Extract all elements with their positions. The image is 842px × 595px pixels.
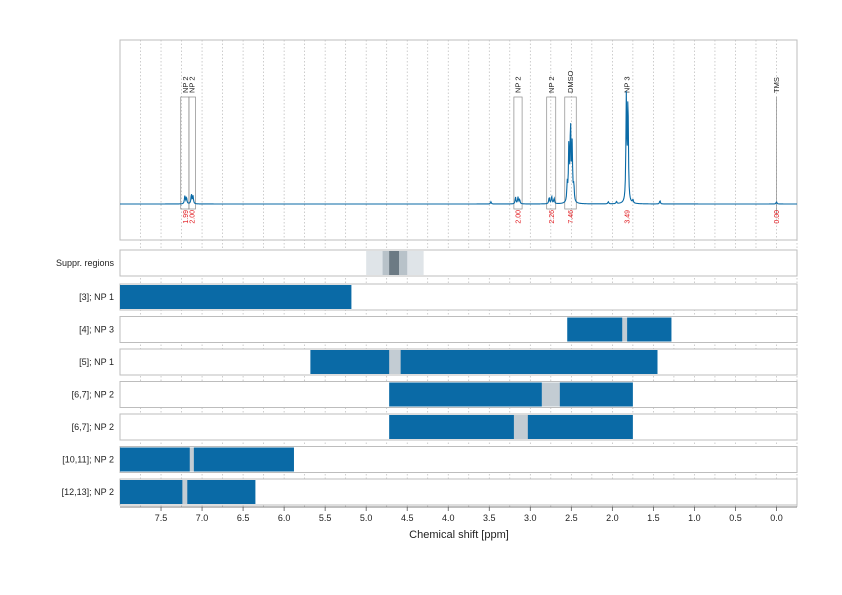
- integral-value: 3.49: [625, 210, 632, 224]
- peak-assignment-label: NP 2: [188, 76, 197, 93]
- x-tick-label: 2.0: [606, 513, 619, 523]
- peak-region-box: [513, 96, 523, 210]
- assignment-gap: [622, 317, 628, 342]
- integral-value: 2.00: [190, 210, 197, 224]
- assignment-gap: [189, 447, 194, 472]
- row-label: [5]; NP 1: [79, 357, 114, 367]
- assignment-bar: [389, 382, 633, 407]
- peak-assignment-label: NP 3: [623, 76, 632, 93]
- row-label: [6,7]; NP 2: [72, 422, 114, 432]
- row-label: [12,13]; NP 2: [62, 487, 114, 497]
- assignment-rows-panel: Suppr. regions [3]; NP 1 [4]; NP 3 [5]; NP …: [56, 249, 798, 506]
- row-label: [6,7]; NP 2: [72, 390, 114, 400]
- x-tick-label: 2.5: [565, 513, 578, 523]
- peak-region-box: [564, 96, 577, 210]
- suppr-regions-frame: [119, 249, 798, 277]
- peak-assignment-label: NP 2: [181, 76, 190, 93]
- assignment-bar: [567, 317, 672, 342]
- integral-value: 1.99: [183, 210, 190, 224]
- assignment-gap: [541, 382, 560, 407]
- x-tick-label: 3.0: [524, 513, 537, 523]
- x-tick-label: 4.0: [442, 513, 455, 523]
- x-tick-label: 6.0: [278, 513, 291, 523]
- row-frame: [119, 316, 798, 343]
- x-axis: 7.5 7.0 6.5 6.0 5.5 5.0 4.5 4.0 3.5 3.0 2.5 2.0 1.5 1…: [120, 506, 797, 523]
- x-tick-label: 3.5: [483, 513, 496, 523]
- suppr-regions-label: Suppr. regions: [56, 258, 115, 268]
- x-tick-label: 1.5: [647, 513, 660, 523]
- row-label: [10,11]; NP 2: [62, 455, 114, 465]
- assignment-bar: [310, 350, 658, 374]
- peak-region-box: [546, 96, 557, 210]
- peak-region-box: [180, 96, 190, 210]
- row-label: [3]; NP 1: [79, 292, 114, 302]
- x-tick-label: 7.5: [155, 513, 168, 523]
- integral-value: 2.00: [515, 210, 522, 224]
- x-tick-label: 6.5: [237, 513, 250, 523]
- suppressed-region-dark: [389, 251, 400, 275]
- x-tick-label: 0.5: [729, 513, 742, 523]
- assignment-bar: [389, 415, 633, 439]
- peak-region-box: [188, 96, 196, 210]
- x-tick-label: 0.0: [770, 513, 783, 523]
- x-tick-label: 7.0: [196, 513, 209, 523]
- peak-assignment-label: TMS: [772, 77, 781, 93]
- x-tick-label: 4.5: [401, 513, 414, 523]
- peak-assignment-label: NP 2: [547, 76, 556, 93]
- assignment-bar: [120, 285, 352, 309]
- assignment-gap: [389, 350, 401, 374]
- x-tick-label: 5.0: [360, 513, 373, 523]
- integral-value: 2.26: [549, 210, 556, 224]
- assignment-bar: [120, 480, 256, 504]
- integral-value: 7.46: [568, 210, 575, 224]
- x-tick-label: 5.5: [319, 513, 332, 523]
- integral-value: 0.00: [774, 210, 781, 224]
- spectrum-frame: [119, 39, 798, 241]
- x-tick-label: 1.0: [688, 513, 701, 523]
- assignment-gap: [513, 415, 528, 439]
- row-label: [4]; NP 3: [79, 325, 114, 335]
- x-axis-label: Chemical shift [ppm]: [409, 529, 509, 541]
- peak-assignment-label: NP 2: [513, 76, 522, 93]
- assignment-gap: [182, 480, 188, 504]
- peak-assignment-label: DMSO: [566, 70, 575, 93]
- assignment-bar: [120, 447, 294, 472]
- spectrum-trace: [120, 91, 797, 205]
